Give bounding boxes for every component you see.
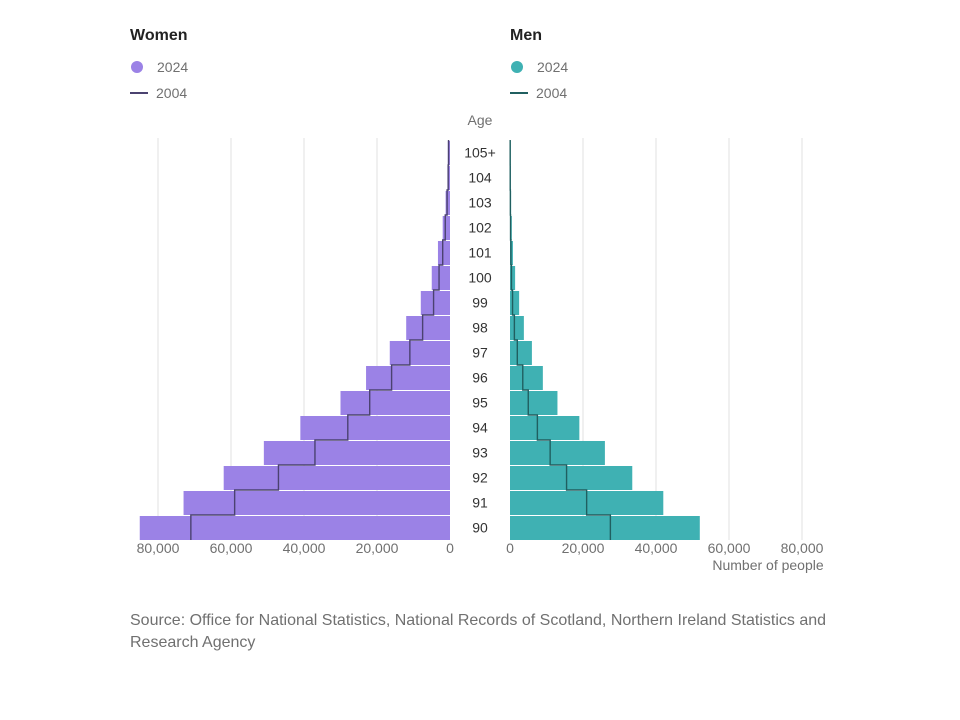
age-label: 104 [468, 170, 492, 186]
age-label: 102 [468, 220, 492, 236]
age-label: 93 [472, 445, 488, 461]
men-legend-title: Men [510, 27, 542, 44]
women-x-tick-label: 40,000 [283, 540, 326, 556]
women-2024-bar [183, 491, 451, 515]
men-2024-bar [510, 516, 700, 540]
women-2024-bar [389, 341, 450, 365]
gridlines [157, 138, 803, 540]
age-label: 99 [472, 295, 488, 311]
women-2024-bar [223, 466, 450, 490]
women-2024-bar [263, 441, 450, 465]
men-2024-bar [510, 441, 605, 465]
men-2024-bar [510, 316, 524, 340]
women-2024-bar [139, 516, 450, 540]
women-2024-bar [340, 391, 450, 415]
women-legend-2024-label: 2024 [157, 59, 189, 75]
men-2024-bar [510, 366, 543, 390]
men-2024-bar [510, 341, 532, 365]
men-x-tick-label: 0 [506, 540, 514, 556]
women-2024-bar [366, 366, 450, 390]
women-2004-swatch [130, 92, 148, 94]
age-label: 98 [472, 320, 488, 336]
women-2004-line [190, 140, 450, 540]
women-2024-bar [437, 241, 450, 265]
x-axis-title: Number of people [712, 557, 824, 573]
men-legend: Men 2024 2004 [510, 26, 568, 106]
men-legend-2024: 2024 [510, 54, 568, 80]
age-label: 90 [472, 520, 488, 536]
women-x-tick-label: 80,000 [137, 540, 180, 556]
men-2024-swatch [511, 61, 523, 73]
women-legend-2024: 2024 [130, 54, 188, 80]
women-2004-step-line [190, 140, 450, 540]
age-label: 97 [472, 345, 488, 361]
men-x-tick-label: 20,000 [562, 540, 605, 556]
women-x-tick-label: 60,000 [210, 540, 253, 556]
age-label: 91 [472, 495, 488, 511]
women-legend: Women 2024 2004 [130, 26, 188, 106]
age-label: 101 [468, 245, 492, 261]
women-x-tick-label: 20,000 [356, 540, 399, 556]
age-label: 94 [472, 420, 488, 436]
men-2024-bar [510, 266, 516, 290]
women-2024-swatch [131, 61, 143, 73]
age-label: 105+ [464, 145, 496, 161]
women-2024-bar [431, 266, 450, 290]
men-x-tick-label: 80,000 [781, 540, 824, 556]
men-legend-2004: 2004 [510, 80, 568, 106]
age-label: 103 [468, 195, 492, 211]
men-2004-line [509, 140, 612, 540]
women-2024-bar [300, 416, 450, 440]
women-bars [139, 141, 451, 540]
men-2024-bar [510, 466, 633, 490]
age-label: 100 [468, 270, 492, 286]
men-2024-bar [510, 291, 520, 315]
women-legend-2004-label: 2004 [156, 85, 188, 101]
men-x-tick-label: 60,000 [708, 540, 751, 556]
women-2024-bar [445, 191, 450, 215]
age-labels: 90 91 92 93 94 95 96 97 98 99 100 101 102 103 104 105+ [464, 145, 496, 536]
age-label: 96 [472, 370, 488, 386]
men-bars [510, 141, 700, 540]
women-x-tick-label: 0 [446, 540, 454, 556]
men-2004-step-line [509, 140, 612, 540]
women-legend-2004: 2004 [130, 80, 188, 106]
source-note: Source: Office for National Statistics, … [130, 612, 827, 651]
age-label: 95 [472, 395, 488, 411]
y-axis-title: Age [468, 112, 493, 128]
men-x-tick-label: 40,000 [635, 540, 678, 556]
women-2024-bar [406, 316, 450, 340]
men-2024-bar [510, 391, 558, 415]
women-2024-bar [420, 291, 450, 315]
x-tick-labels: 0 20,000 40,000 60,000 80,000 0 20,000 40,000 60… [137, 540, 824, 556]
age-label: 92 [472, 470, 488, 486]
men-2024-bar [510, 416, 580, 440]
women-2024-bar [442, 216, 450, 240]
men-legend-2004-label: 2004 [536, 85, 568, 101]
men-legend-2024-label: 2024 [537, 59, 569, 75]
men-2004-swatch [510, 92, 528, 94]
women-legend-title: Women [130, 27, 188, 44]
